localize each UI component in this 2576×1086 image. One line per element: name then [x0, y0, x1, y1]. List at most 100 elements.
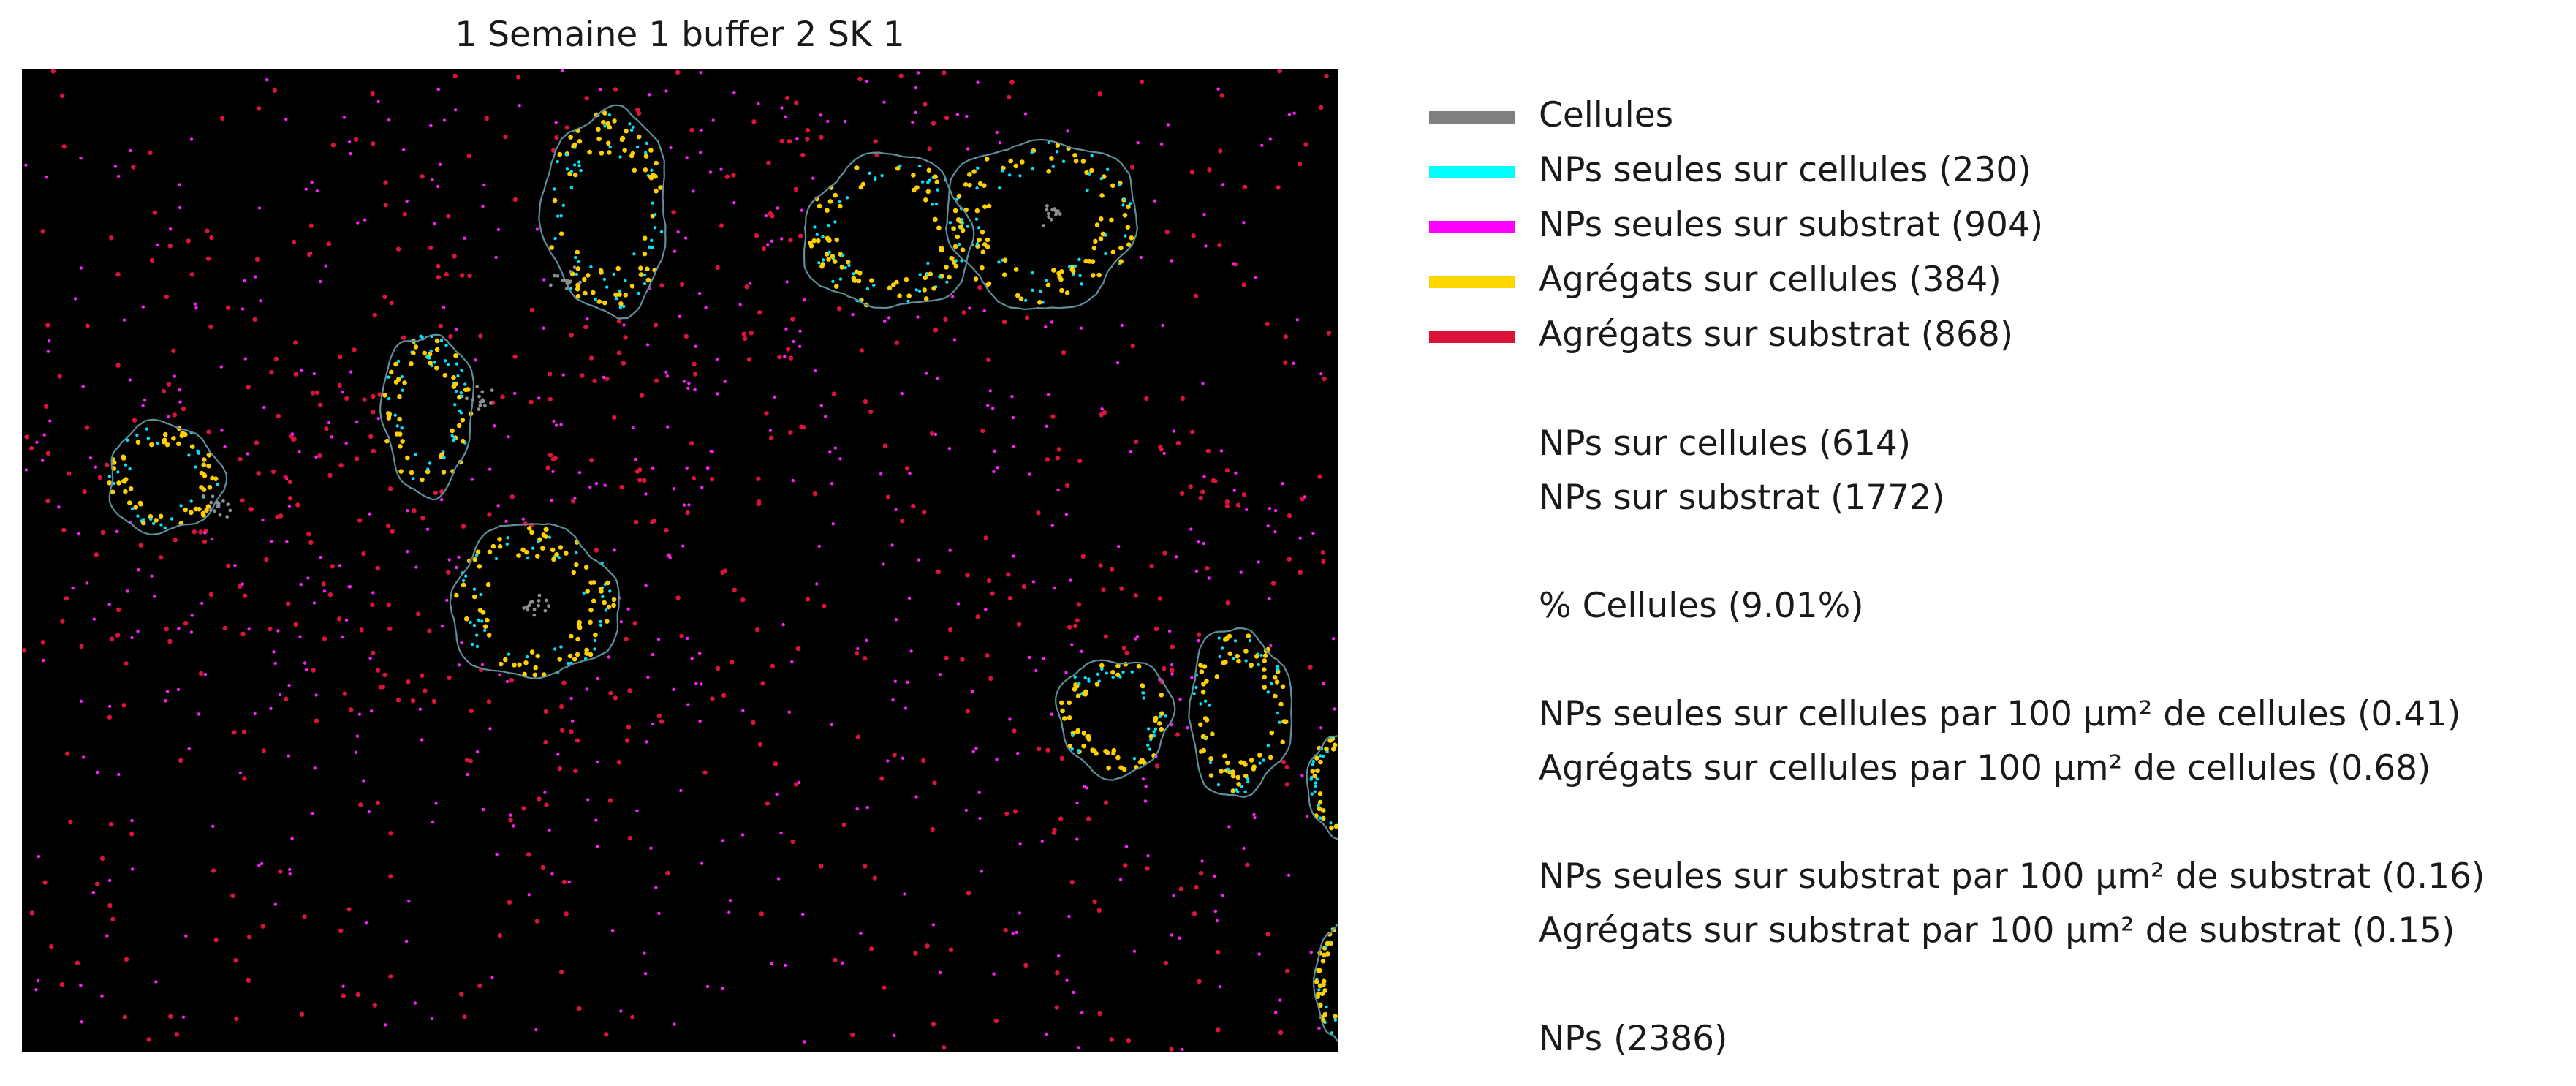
nanoparticle-dot	[318, 402, 323, 408]
nanoparticle-dot	[1224, 636, 1230, 641]
nanoparticle-dot	[1081, 731, 1087, 736]
nanoparticle-dot	[833, 220, 837, 224]
nanoparticle-dot	[918, 273, 922, 276]
nanoparticle-dot	[1309, 951, 1313, 954]
nanoparticle-dot	[787, 139, 792, 144]
nanoparticle-dot	[383, 203, 388, 208]
nanoparticle-dot	[453, 353, 458, 358]
nanoparticle-dot	[1268, 597, 1271, 601]
nanoparticle-dot	[113, 165, 118, 168]
nanoparticle-dot	[1317, 791, 1323, 796]
nanoparticle-dot	[149, 257, 155, 263]
nanoparticle-dot	[341, 984, 345, 988]
nanoparticle-dot	[197, 451, 200, 455]
nanoparticle-dot	[455, 565, 458, 570]
nanoparticle-dot	[654, 378, 659, 383]
nanoparticle-dot	[882, 443, 888, 448]
nanoparticle-dot	[1315, 777, 1319, 781]
nanoparticle-dot	[466, 154, 471, 159]
nanoparticle-dot	[1257, 952, 1261, 956]
cell-debris	[209, 508, 213, 512]
nanoparticle-dot	[1080, 282, 1083, 286]
nanoparticle-dot	[671, 210, 676, 215]
legend-spacer	[1429, 640, 2562, 694]
nanoparticle-dot	[732, 587, 737, 592]
nanoparticle-dot	[1103, 800, 1109, 805]
nanoparticle-dot	[957, 243, 961, 246]
nanoparticle-dot	[561, 373, 565, 377]
nanoparticle-dot	[923, 296, 929, 301]
nanoparticle-dot	[495, 853, 499, 856]
nanoparticle-dot	[1249, 663, 1254, 668]
nanoparticle-dot	[974, 747, 978, 750]
nanoparticle-dot	[409, 361, 414, 366]
nanoparticle-dot	[260, 924, 265, 929]
nanoparticle-dot	[1281, 759, 1287, 765]
nanoparticle-dot	[995, 758, 999, 761]
nanoparticle-dot	[141, 305, 145, 309]
nanoparticle-dot	[992, 470, 996, 474]
nanoparticle-dot	[632, 167, 637, 173]
cell-debris	[216, 505, 221, 508]
nanoparticle-dot	[977, 226, 981, 230]
nanoparticle-dot	[475, 549, 481, 555]
nanoparticle-dot	[645, 266, 650, 272]
nanoparticle-dot	[1087, 677, 1091, 681]
nanoparticle-dot	[998, 186, 1001, 190]
nanoparticle-dot	[1129, 450, 1133, 453]
nanoparticle-dot	[682, 380, 686, 383]
nanoparticle-dot	[1230, 769, 1235, 774]
nanoparticle-dot	[622, 323, 626, 327]
nanoparticle-dot	[162, 431, 168, 437]
nanoparticle-dot	[1226, 767, 1230, 771]
nanoparticle-dot	[1223, 660, 1228, 665]
nanoparticle-dot	[700, 486, 704, 489]
cell-outline	[1188, 627, 1293, 798]
nanoparticle-dot	[1232, 489, 1236, 492]
nanoparticle-dot	[579, 169, 583, 173]
nanoparticle-dot	[238, 584, 243, 589]
nanoparticle-dot	[137, 500, 143, 506]
nanoparticle-dot	[570, 499, 576, 504]
nanoparticle-dot	[1205, 448, 1211, 453]
nanoparticle-dot	[1170, 933, 1174, 937]
nanoparticle-dot	[386, 602, 391, 608]
nanoparticle-dot	[691, 475, 697, 481]
nanoparticle-dot	[240, 631, 246, 636]
nanoparticle-dot	[594, 818, 598, 822]
nanoparticle-dot	[1262, 685, 1268, 690]
nanoparticle-dot	[868, 171, 872, 175]
nanoparticle-dot	[648, 148, 654, 153]
nanoparticle-dot	[942, 70, 947, 75]
nanoparticle-dot	[108, 821, 114, 827]
nanoparticle-dot	[788, 355, 794, 361]
nanoparticle-dot	[480, 619, 484, 623]
nanoparticle-dot	[554, 121, 558, 124]
nanoparticle-dot	[140, 520, 146, 526]
nanoparticle-dot	[964, 808, 969, 812]
nanoparticle-dot	[559, 704, 564, 709]
nanoparticle-dot	[1300, 774, 1304, 777]
nanoparticle-dot	[1321, 808, 1326, 813]
nanoparticle-dot	[401, 335, 406, 340]
nanoparticle-dot	[488, 467, 492, 471]
nanoparticle-dot	[943, 317, 948, 323]
nanoparticle-dot	[1012, 809, 1018, 814]
nanoparticle-dot	[1064, 671, 1068, 674]
nanoparticle-dot	[559, 214, 563, 218]
nanoparticle-dot	[349, 151, 352, 156]
nanoparticle-dot	[1159, 142, 1164, 146]
nanoparticle-dot	[1158, 444, 1163, 450]
nanoparticle-dot	[1054, 1005, 1060, 1010]
nanoparticle-dot	[402, 380, 407, 385]
nanoparticle-dot	[705, 466, 710, 470]
nanoparticle-dot	[201, 513, 206, 518]
nanoparticle-dot	[99, 856, 105, 861]
nanoparticle-dot	[240, 582, 244, 586]
nanoparticle-dot	[955, 113, 960, 116]
nanoparticle-dot	[868, 409, 874, 415]
nanoparticle-dot	[686, 636, 689, 641]
nanoparticle-dot	[477, 564, 482, 569]
nanoparticle-dot	[79, 157, 83, 160]
nanoparticle-dot	[759, 911, 764, 916]
